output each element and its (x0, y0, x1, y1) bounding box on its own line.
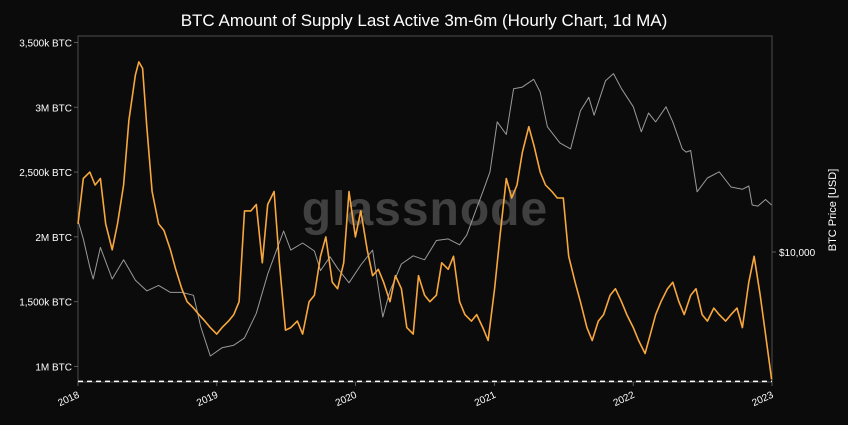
y-left-tick-label: 2M BTC (35, 233, 72, 244)
y-right-axis: $10,000 BTC Price [USD] (772, 169, 839, 259)
btc-price-line (77, 73, 772, 357)
y-left-tick-label: 2,500k BTC (19, 168, 72, 179)
supply-3m-6m-line (77, 61, 773, 380)
series-layer (77, 61, 773, 380)
y-right-axis-label: BTC Price [USD] (827, 169, 839, 252)
y-left-tick-label: 1M BTC (35, 362, 72, 373)
watermark: glassnode (302, 183, 548, 236)
y-left-tick-label: 1,500k BTC (19, 298, 72, 309)
y-left-tick-label: 3M BTC (35, 103, 72, 114)
y-right-tick-label: $10,000 (779, 248, 816, 259)
y-left-tick-label: 3,500k BTC (19, 38, 72, 49)
y-left-axis: 1M BTC 1,500k BTC 2M BTC 2,500k BTC 3M BTC 3,… (19, 38, 78, 373)
chart-title: BTC Amount of Supply Last Active 3m-6m (… (181, 11, 668, 30)
